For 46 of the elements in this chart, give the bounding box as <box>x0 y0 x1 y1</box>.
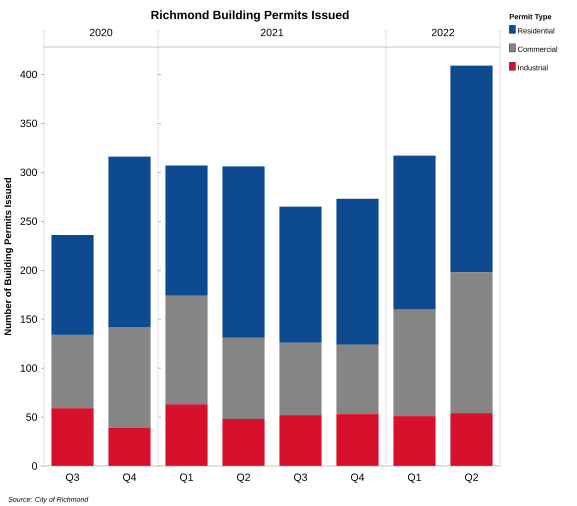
y-tick-label: 50 <box>26 413 38 421</box>
y-tick-label: 350 <box>20 120 38 128</box>
chart-subtitle: 2021 <box>260 28 284 36</box>
y-tick-label: 0 <box>32 462 38 470</box>
x-tick-label: Q1 <box>408 474 421 483</box>
bar <box>450 272 493 414</box>
bar <box>393 309 436 416</box>
bar <box>450 66 493 272</box>
bar <box>450 413 493 466</box>
y-axis-title: Number of Building Permits Issued <box>4 178 14 336</box>
y-tick-label: 250 <box>20 218 38 225</box>
x-tick-label: Q3 <box>66 474 80 483</box>
y-tick-label: 300 <box>20 168 38 176</box>
bar <box>108 428 151 466</box>
bar <box>51 334 94 408</box>
y-tick-label: 400 <box>20 70 38 78</box>
y-tick-label: 200 <box>20 266 38 274</box>
chart-title: Richmond Building Permits Issued <box>151 10 349 22</box>
y-tick-label: 100 <box>20 364 38 372</box>
x-tick-label: Q4 <box>351 474 364 483</box>
bar <box>165 165 208 296</box>
bar <box>336 414 379 466</box>
x-tick-label: Q2 <box>237 474 250 483</box>
bar <box>222 166 265 338</box>
bar <box>393 416 436 466</box>
chart-subtitle: 2020 <box>90 28 112 36</box>
bar <box>393 156 436 310</box>
bar <box>51 234 94 335</box>
bar <box>165 296 208 404</box>
bar <box>336 198 379 345</box>
bar <box>165 404 208 466</box>
bar <box>108 156 151 327</box>
bar <box>222 338 265 420</box>
x-tick-label: Q4 <box>123 474 136 483</box>
chart-subtitle: 2022 <box>432 28 454 36</box>
bar <box>279 206 322 343</box>
bar <box>51 408 94 466</box>
bar <box>336 344 379 414</box>
bar <box>279 415 322 466</box>
bar <box>222 419 265 466</box>
x-tick-label: Q2 <box>465 474 478 483</box>
y-tick-label: 150 <box>20 315 38 323</box>
bar <box>108 326 151 428</box>
x-tick-label: Q1 <box>180 474 193 483</box>
x-tick-label: Q3 <box>294 474 308 483</box>
bar <box>279 342 322 416</box>
